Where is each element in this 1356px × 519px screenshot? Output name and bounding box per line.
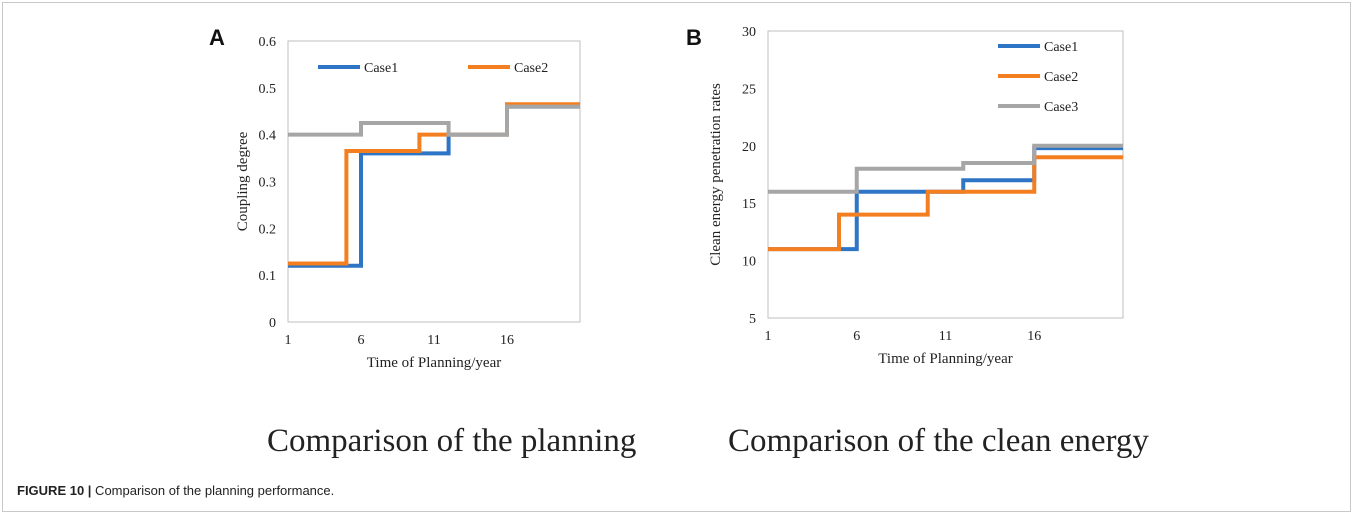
y-tick-label: 0.5 [259,82,277,97]
series-line-case2 [288,102,580,266]
legend-label-case2: Case2 [1044,70,1078,85]
y-axis-label: Clean energy penetration rates [708,83,724,266]
y-tick-label: 0.3 [259,176,277,191]
y-tick-label: 0.4 [259,129,277,144]
figure-frame: A B 0 0.1 0.2 0.3 0.4 0.5 0.6 1 6 11 16 Time of Pla… [2,2,1351,512]
y-tick-label: 30 [742,25,756,40]
y-tick-label: 5 [749,312,756,327]
y-tick-label: 10 [742,255,756,270]
figure-caption-text: Comparison of the planning performance. [91,483,335,498]
legend-label-case2: Case2 [514,61,548,76]
x-tick-label: 1 [285,333,292,348]
subcaption-b: Comparison of the clean energy [728,423,1149,459]
legend-label-case3: Case3 [1044,100,1078,115]
x-tick-label: 6 [853,329,860,344]
y-axis-label: Coupling degree [235,131,251,231]
panel-label-a: A [209,25,225,50]
x-axis-label: Time of Planning/year [367,355,501,371]
plot-area [767,30,1124,319]
legend-label-case1: Case1 [1044,40,1078,55]
y-tick-label: 0 [269,316,276,331]
y-tick-label: 15 [742,197,756,212]
x-tick-label: 11 [427,333,440,348]
figure-caption-label: FIGURE 10 | [17,483,92,498]
series-line-case3 [768,143,1123,194]
x-axis-label: Time of Planning/year [878,351,1012,367]
x-tick-label: 11 [939,329,952,344]
y-tick-label: 0.1 [259,269,277,284]
legend-label-case1: Case1 [364,61,398,76]
figure-caption: FIGURE 10 | Comparison of the planning p… [17,483,334,498]
series-line-case3 [288,104,580,137]
panel-label-b: B [686,25,702,50]
y-tick-label: 0.2 [259,222,277,237]
x-tick-label: 1 [765,329,772,344]
y-tick-label: 20 [742,140,756,155]
y-tick-label: 25 [742,82,756,97]
series-line-case2 [768,155,1123,252]
plot-area [287,40,581,323]
subcaption-a: Comparison of the planning [267,423,637,459]
x-tick-label: 16 [500,333,514,348]
y-tick-label: 0.6 [259,35,277,50]
x-tick-label: 6 [358,333,365,348]
x-tick-label: 16 [1027,329,1041,344]
